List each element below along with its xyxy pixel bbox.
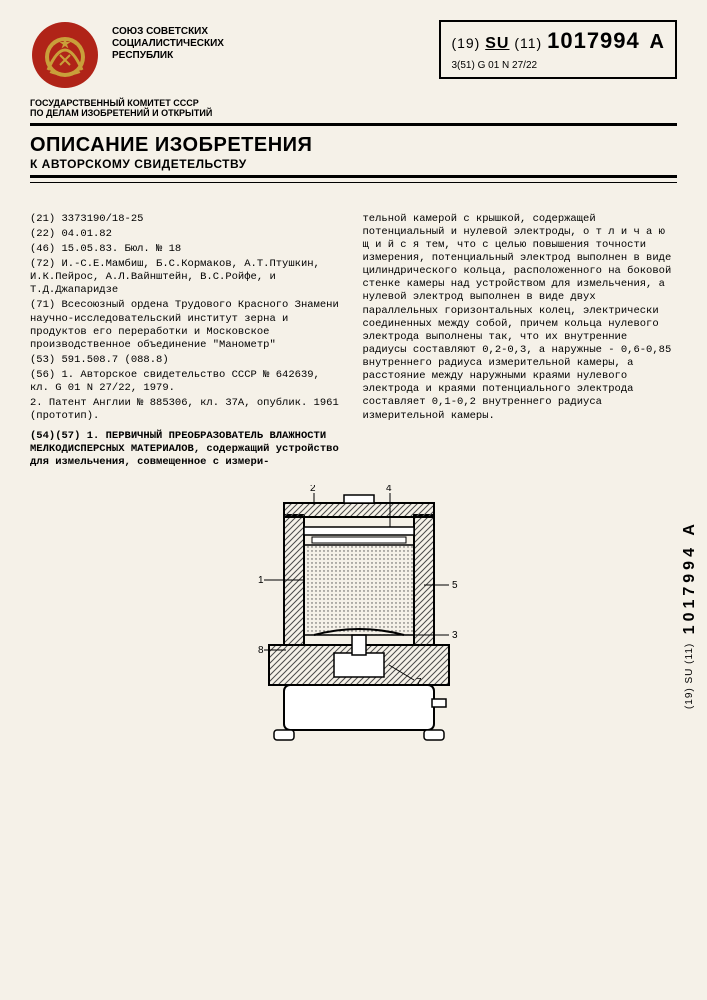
description-title: ОПИСАНИЕ ИЗОБРЕТЕНИЯ xyxy=(30,134,677,157)
device-diagram-icon: 1 8 2 4 5 3 7 xyxy=(214,485,494,745)
field-71-applicant: (71) Всесоюзный ордена Трудового Красног… xyxy=(30,299,345,352)
field-54-57-title: (54)(57) 1. ПЕРВИЧНЫЙ ПРЕОБРАЗОВАТЕЛЬ ВЛ… xyxy=(30,430,345,469)
svg-text:5: 5 xyxy=(452,580,458,591)
committee-label: ГОСУДАРСТВЕННЫЙ КОМИТЕТ СССР ПО ДЕЛАМ ИЗ… xyxy=(30,98,677,119)
field-21: (21) 3373190/18-25 xyxy=(30,213,345,226)
country-code: SU xyxy=(485,35,509,52)
patent-id-box: (19) SU (11) 1017994 A 3(51) G 01 N 27/2… xyxy=(439,20,677,79)
field-22: (22) 04.01.82 xyxy=(30,228,345,241)
side-suffix: A xyxy=(681,520,698,536)
side-number: 1017994 xyxy=(681,544,698,634)
figure-area: 1 8 2 4 5 3 7 xyxy=(30,485,677,745)
svg-text:3: 3 xyxy=(452,630,458,641)
body-columns: (21) 3373190/18-25 (22) 04.01.82 (46) 15… xyxy=(30,213,677,471)
svg-text:2: 2 xyxy=(310,485,316,494)
left-column: (21) 3373190/18-25 (22) 04.01.82 (46) 15… xyxy=(30,213,345,471)
class-prefix: 3(51) xyxy=(451,60,474,71)
prefix-19: (19) xyxy=(451,35,480,51)
prefix-11: (11) xyxy=(514,35,542,51)
field-56-ref1: (56) 1. Авторское свидетельство СССР № 6… xyxy=(30,369,345,395)
ussr-emblem-icon xyxy=(30,20,100,90)
field-56-ref2: 2. Патент Англии № 885306, кл. 37А, опуб… xyxy=(30,397,345,423)
divider-thin xyxy=(30,182,677,183)
abstract-text: тельной камерой с крышкой, содержащей по… xyxy=(363,213,678,423)
svg-text:4: 4 xyxy=(386,485,392,494)
patent-page: СОЮЗ СОВЕТСКИХ СОЦИАЛИСТИЧЕСКИХ РЕСПУБЛИ… xyxy=(0,0,707,1000)
patent-suffix: A xyxy=(650,31,665,53)
patent-number: 1017994 xyxy=(547,28,640,53)
right-column: тельной камерой с крышкой, содержащей по… xyxy=(363,213,678,471)
class-code-value: G 01 N 27/22 xyxy=(478,60,537,71)
field-53: (53) 591.508.7 (088.8) xyxy=(30,354,345,367)
side-patent-label: (19) SU (11) 1017994 A xyxy=(681,520,699,709)
field-46: (46) 15.05.83. Бюл. № 18 xyxy=(30,243,345,256)
side-prefix: (19) SU (11) xyxy=(684,643,695,709)
union-title: СОЮЗ СОВЕТСКИХ СОЦИАЛИСТИЧЕСКИХ РЕСПУБЛИ… xyxy=(112,20,427,62)
patent-id-line: (19) SU (11) 1017994 A xyxy=(451,28,665,54)
title-block: ОПИСАНИЕ ИЗОБРЕТЕНИЯ К АВТОРСКОМУ СВИДЕТ… xyxy=(30,134,677,171)
header-row: СОЮЗ СОВЕТСКИХ СОЦИАЛИСТИЧЕСКИХ РЕСПУБЛИ… xyxy=(30,20,677,90)
certificate-subtitle: К АВТОРСКОМУ СВИДЕТЕЛЬСТВУ xyxy=(30,157,677,171)
divider-thick-2 xyxy=(30,175,677,178)
svg-text:8: 8 xyxy=(258,645,264,656)
ipc-class: 3(51) G 01 N 27/22 xyxy=(451,60,665,71)
svg-text:7: 7 xyxy=(416,677,422,688)
field-72-inventors: (72) И.-С.Е.Мамбиш, Б.С.Кормаков, А.Т.Пт… xyxy=(30,258,345,297)
svg-text:1: 1 xyxy=(258,575,264,586)
divider-thick xyxy=(30,123,677,126)
